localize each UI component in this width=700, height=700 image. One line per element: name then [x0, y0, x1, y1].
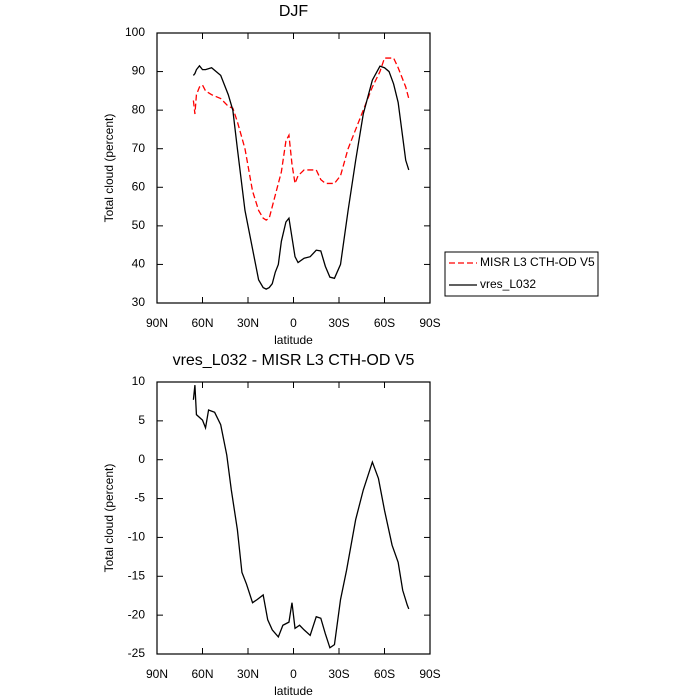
y-tick-label: 10: [132, 374, 146, 388]
y-tick-label: 90: [132, 64, 146, 78]
x-axis-label: latitude: [274, 333, 313, 347]
y-tick-label: -5: [134, 491, 145, 505]
plot-frame: [156, 32, 431, 304]
data-line: [192, 385, 410, 649]
y-tick-label: -20: [128, 607, 146, 621]
y-tick-label: 40: [132, 257, 146, 271]
chart-title: vres_L032 - MISR L3 CTH-OD V5: [173, 352, 415, 369]
x-tick-label: 90N: [146, 667, 168, 681]
legend-label: vres_L032: [480, 277, 536, 291]
x-tick-label: 60S: [374, 667, 395, 681]
y-tick-label: -15: [128, 568, 146, 582]
legend-label: MISR L3 CTH-OD V5: [480, 255, 595, 269]
plot-frame: [156, 381, 431, 655]
chart-title: DJF: [279, 3, 309, 20]
x-tick-label: 30S: [328, 316, 349, 330]
x-tick-label: 60S: [374, 316, 395, 330]
x-tick-label: 30S: [328, 667, 349, 681]
y-tick-label: 50: [132, 218, 146, 232]
x-tick-label: 0: [290, 316, 297, 330]
y-tick-label: 80: [132, 102, 146, 116]
x-tick-label: 30N: [237, 316, 259, 330]
y-tick-label: 100: [125, 25, 145, 39]
y-tick-label: 70: [132, 141, 146, 155]
x-tick-label: 0: [290, 667, 297, 681]
x-tick-label: 30N: [237, 667, 259, 681]
x-tick-label: 60N: [191, 667, 213, 681]
y-tick-label: 5: [138, 413, 145, 427]
data-line: [192, 64, 410, 290]
x-tick-label: 90S: [419, 667, 440, 681]
legend-box: [444, 251, 599, 297]
y-axis-label: Total cloud (percent): [102, 114, 116, 223]
y-tick-label: 60: [132, 179, 146, 193]
y-tick-label: -10: [128, 530, 146, 544]
y-axis-label: Total cloud (percent): [102, 464, 116, 573]
y-tick-label: -25: [128, 646, 146, 660]
x-tick-label: 90N: [146, 316, 168, 330]
data-line: [192, 57, 410, 221]
y-tick-label: 30: [132, 295, 146, 309]
x-axis-label: latitude: [274, 684, 313, 698]
x-tick-label: 60N: [191, 316, 213, 330]
y-tick-label: 0: [138, 452, 145, 466]
x-tick-label: 90S: [419, 316, 440, 330]
